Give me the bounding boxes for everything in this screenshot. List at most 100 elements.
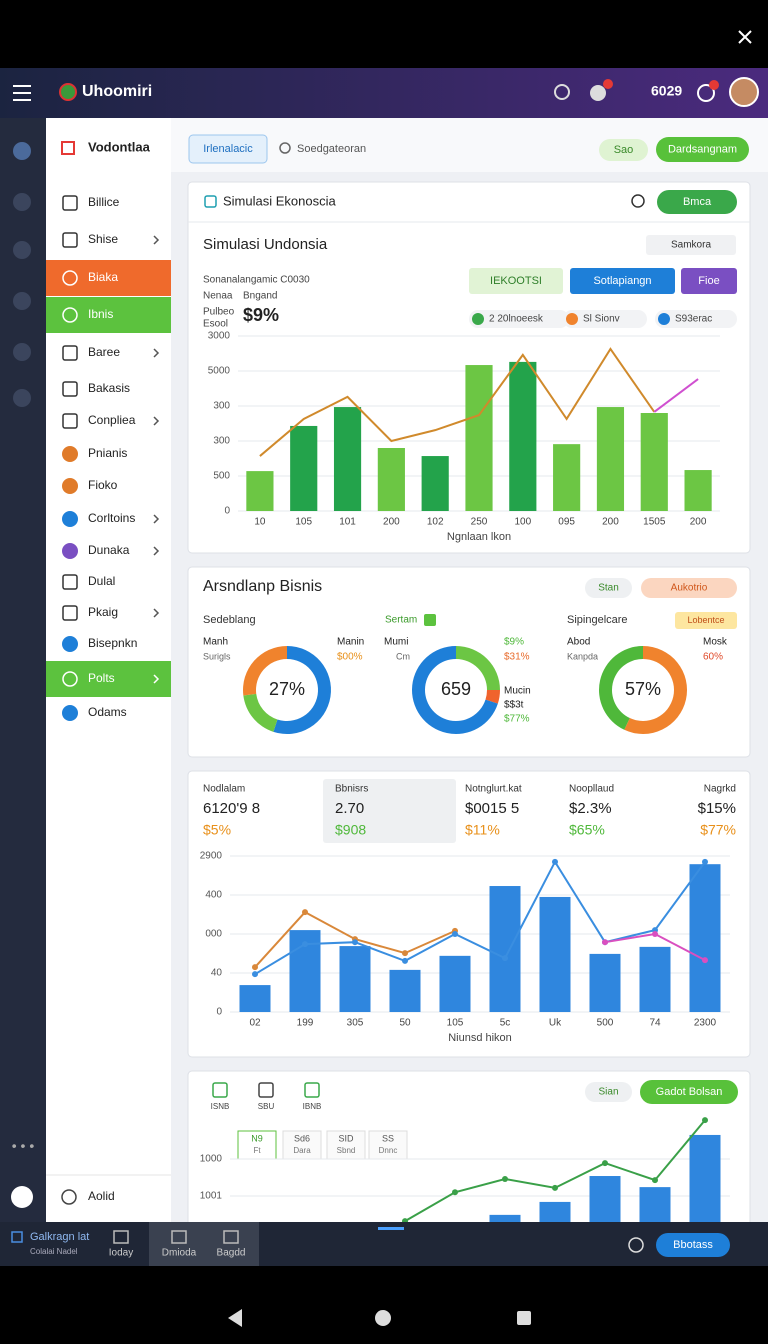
sidebar-item[interactable]: Pkaig <box>62 605 160 621</box>
info-label: Bngand <box>243 291 277 302</box>
icon-rail <box>0 118 46 1222</box>
bottom-tab[interactable]: Bagdd <box>217 1248 246 1259</box>
item-label[interactable]: Baree <box>88 345 120 359</box>
x-tick-label: 5c <box>500 1018 511 1029</box>
tab-top[interactable]: SS <box>382 1133 394 1143</box>
tag[interactable]: Lobentce <box>675 612 737 629</box>
line-series <box>254 859 706 976</box>
line-point <box>352 939 358 946</box>
toolbar-tab-label[interactable]: Irlenalacic <box>203 143 253 155</box>
badge[interactable]: Bmca <box>657 190 737 214</box>
sidebar-item[interactable]: Dunaka <box>62 543 160 559</box>
item-label[interactable]: Shise <box>88 232 118 246</box>
bottom-button-label[interactable]: Bbotass <box>673 1239 713 1251</box>
button-main-label[interactable]: Dardsangnam <box>668 143 737 155</box>
item-label[interactable]: Corltoins <box>88 511 135 525</box>
item-label[interactable]: Bisepnkn <box>88 636 137 650</box>
item-label[interactable]: Biaka <box>88 270 118 284</box>
item-label[interactable]: Ibnis <box>88 307 113 321</box>
x-axis-title: Niunsd hikon <box>448 1032 512 1044</box>
donut-label: Abod <box>567 637 590 648</box>
sidebar-item[interactable]: Shise <box>62 232 160 248</box>
bottom-tab[interactable]: Ioday <box>109 1248 133 1259</box>
chart-tab[interactable]: SID Sbnd <box>326 1130 366 1160</box>
sidebar-item[interactable]: Bisepnkn <box>62 636 137 652</box>
panel-button[interactable]: Gadot Bolsan <box>640 1080 738 1104</box>
item-label[interactable]: Fioko <box>88 478 118 492</box>
sidebar-item[interactable]: Bakasis <box>62 381 130 397</box>
filter-label[interactable]: Sotlapiangn <box>593 275 651 287</box>
bar <box>596 407 625 511</box>
donut-label: Mosk <box>703 637 728 648</box>
tab-bottom[interactable]: Dnnc <box>379 1146 398 1155</box>
chart-tab[interactable]: SS Dnnc <box>368 1130 408 1160</box>
item-label[interactable]: Pnianis <box>88 446 127 460</box>
panel-button[interactable]: Sian <box>585 1082 632 1102</box>
bar <box>539 896 571 1012</box>
footer-icon <box>61 1189 77 1205</box>
tab-top[interactable]: Sd6 <box>294 1133 310 1143</box>
chart-tab[interactable]: N9 Ft <box>237 1130 277 1160</box>
panel-button-label[interactable]: Gadot Bolsan <box>656 1086 723 1098</box>
sidebar-item[interactable]: Conpliea <box>62 413 160 429</box>
filter[interactable]: Sotlapiangn <box>570 268 675 294</box>
panel-button-label[interactable]: Sian <box>598 1087 618 1098</box>
item-label[interactable]: Dulal <box>88 574 115 588</box>
line-point <box>702 1117 708 1124</box>
item-label[interactable]: Dunaka <box>88 543 130 557</box>
sidebar-item[interactable]: Dulal <box>62 574 115 590</box>
sidebar-item[interactable]: Baree <box>62 345 160 361</box>
y-tick-label: 2900 <box>200 851 223 862</box>
tab-bottom[interactable]: Sbnd <box>337 1146 356 1155</box>
chart-tab[interactable]: Sd6 Dara <box>282 1130 322 1160</box>
panel-button[interactable]: Aukotrio <box>641 578 737 598</box>
panel-button[interactable]: Stan <box>585 578 632 598</box>
sidebar-item[interactable]: Billice <box>62 195 120 211</box>
sidebar-item[interactable]: Corltoins <box>62 511 160 527</box>
sidebar-item[interactable]: Ibnis <box>46 297 171 333</box>
filter[interactable]: Fioe <box>681 268 737 294</box>
button-main[interactable]: Dardsangnam <box>656 137 749 162</box>
y-tick-label: 1001 <box>200 1191 223 1202</box>
chart-button-label[interactable]: Samkora <box>671 240 711 251</box>
bar <box>333 407 362 511</box>
sidebar-item[interactable]: Polts <box>46 661 171 697</box>
sidebar-footer[interactable]: Aolid <box>88 1189 115 1203</box>
sidebar-item[interactable]: Biaka <box>46 260 171 296</box>
panel-button-bg <box>585 1082 632 1102</box>
tag-label[interactable]: Lobentce <box>687 615 724 625</box>
toolbar-tab[interactable]: Irlenalacic <box>188 134 268 164</box>
search-placeholder[interactable]: Soedgateoran <box>297 143 366 155</box>
filter[interactable]: IEKOOTSI <box>469 268 563 294</box>
sidebar-item[interactable]: Pnianis <box>62 446 127 462</box>
filter-label[interactable]: Fioe <box>698 275 719 287</box>
tab-bottom[interactable]: Ft <box>253 1146 261 1155</box>
tab-top[interactable]: N9 <box>251 1133 263 1143</box>
nav-home <box>375 1310 391 1326</box>
bottom-button[interactable]: Bbotass <box>656 1233 730 1257</box>
filter-label[interactable]: IEKOOTSI <box>490 275 542 287</box>
button-small[interactable]: Sao <box>599 139 648 161</box>
badge-label[interactable]: Bmca <box>683 196 712 208</box>
tab-bottom[interactable]: Dara <box>293 1146 311 1155</box>
item-label[interactable]: Billice <box>88 195 120 209</box>
chart-button[interactable]: Samkora <box>646 235 736 255</box>
app-name: Uhoomiri <box>82 83 152 100</box>
item-label[interactable]: Conpliea <box>88 413 136 427</box>
bottom-tab[interactable]: Dmioda <box>162 1248 197 1259</box>
item-label[interactable]: Bakasis <box>88 381 130 395</box>
panel-button-label[interactable]: Stan <box>598 583 619 594</box>
bottom-title: Galkragn lat <box>30 1231 89 1243</box>
button-small-label[interactable]: Sao <box>614 144 634 156</box>
tab-top[interactable]: SID <box>338 1133 354 1143</box>
item-label[interactable]: Polts <box>88 671 115 685</box>
donut-label: $9% <box>504 637 524 648</box>
item-label[interactable]: Odams <box>88 705 127 719</box>
sidebar-item[interactable]: Odams <box>62 705 127 721</box>
filter-bg <box>570 268 675 294</box>
donut-label: Manin <box>337 637 364 648</box>
sidebar-item[interactable]: Fioko <box>62 478 118 494</box>
item-label[interactable]: Pkaig <box>88 605 118 619</box>
panel-icon <box>204 195 217 208</box>
panel-button-label[interactable]: Aukotrio <box>671 583 708 594</box>
